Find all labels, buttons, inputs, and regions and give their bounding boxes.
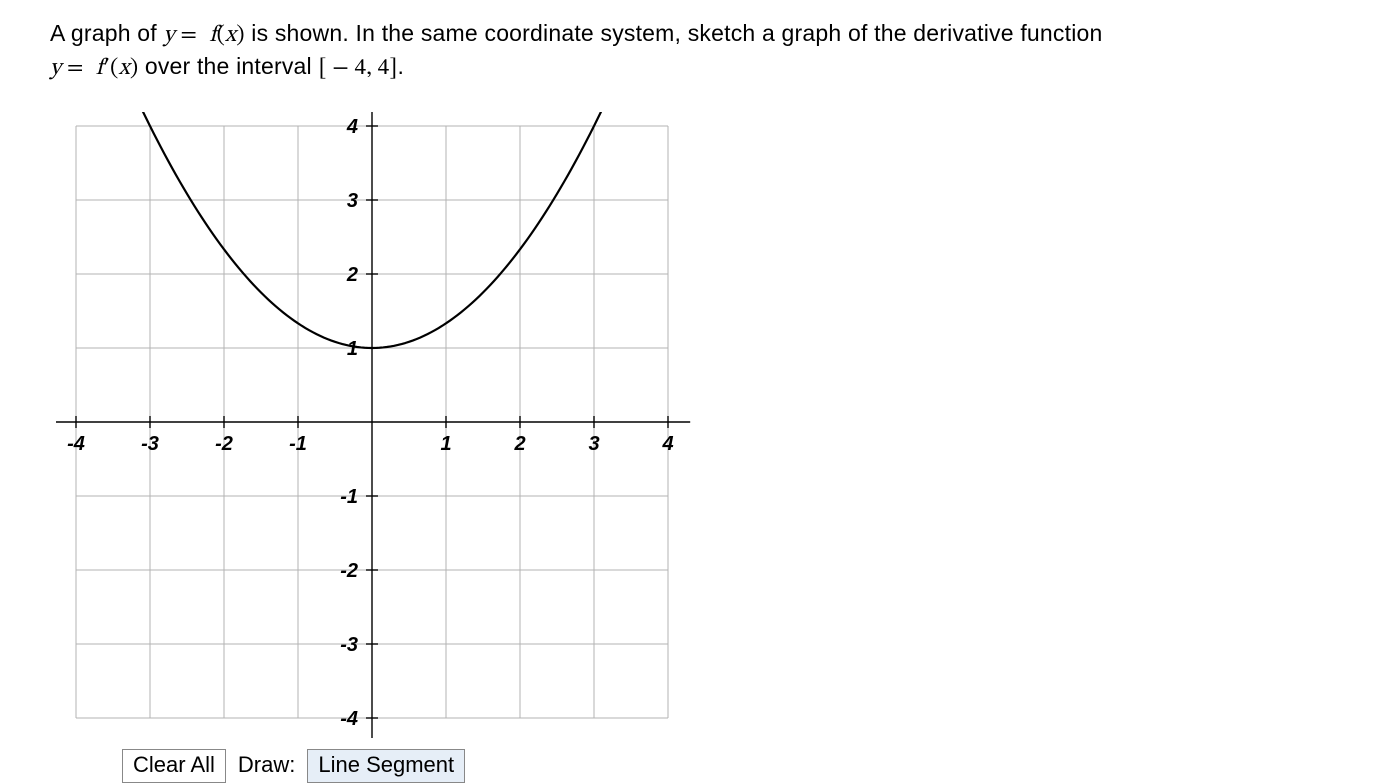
math-po1: ( xyxy=(217,24,225,47)
svg-text:-2: -2 xyxy=(340,560,358,582)
chart-area[interactable]: -4 -3 -2 -1 1 2 3 4 -4 -3 -2 -1 1 2 3 4 xyxy=(56,112,1339,743)
math-y2: y xyxy=(50,57,61,80)
svg-text:2: 2 xyxy=(513,433,525,455)
svg-text:4: 4 xyxy=(346,116,358,138)
question-prompt: A graph of y = f(x) is shown. In the sam… xyxy=(50,18,1339,84)
draw-label: Draw: xyxy=(236,750,297,782)
svg-text:4: 4 xyxy=(661,433,673,455)
svg-text:1: 1 xyxy=(347,338,358,360)
math-interval: [ − 4, 4] xyxy=(318,57,397,80)
svg-text:-1: -1 xyxy=(340,486,358,508)
svg-text:3: 3 xyxy=(347,190,358,212)
prompt-text: A graph of xyxy=(50,20,163,46)
svg-text:1: 1 xyxy=(440,433,451,455)
svg-text:2: 2 xyxy=(346,264,358,286)
prompt-period: . xyxy=(398,53,405,79)
drawing-controls: Clear All Draw: Line Segment xyxy=(122,749,1339,783)
svg-text:-4: -4 xyxy=(67,433,85,455)
prompt-text-mid2: over the interval xyxy=(138,53,318,79)
coordinate-grid[interactable]: -4 -3 -2 -1 1 2 3 4 -4 -3 -2 -1 1 2 3 4 xyxy=(56,112,696,738)
math-pc1: ) xyxy=(236,24,244,47)
svg-text:-3: -3 xyxy=(340,634,358,656)
page-root: A graph of y = f(x) is shown. In the sam… xyxy=(0,0,1389,779)
svg-text:-1: -1 xyxy=(289,433,307,455)
svg-text:-3: -3 xyxy=(141,433,159,455)
line-segment-tool-button[interactable]: Line Segment xyxy=(307,749,465,783)
math-eq1: = xyxy=(175,24,203,47)
math-eq2: = xyxy=(61,57,89,80)
clear-all-button[interactable]: Clear All xyxy=(122,749,226,783)
svg-text:3: 3 xyxy=(588,433,599,455)
math-f1: f xyxy=(209,24,216,47)
math-po2: ( xyxy=(110,57,118,80)
math-y1: y xyxy=(163,24,174,47)
math-x2: x xyxy=(119,57,130,80)
prompt-text-mid: is shown. In the same coordinate system,… xyxy=(245,20,1103,46)
svg-text:-4: -4 xyxy=(340,708,358,730)
svg-text:-2: -2 xyxy=(215,433,233,455)
math-x1: x xyxy=(225,24,236,47)
math-pc2: ) xyxy=(130,57,138,80)
